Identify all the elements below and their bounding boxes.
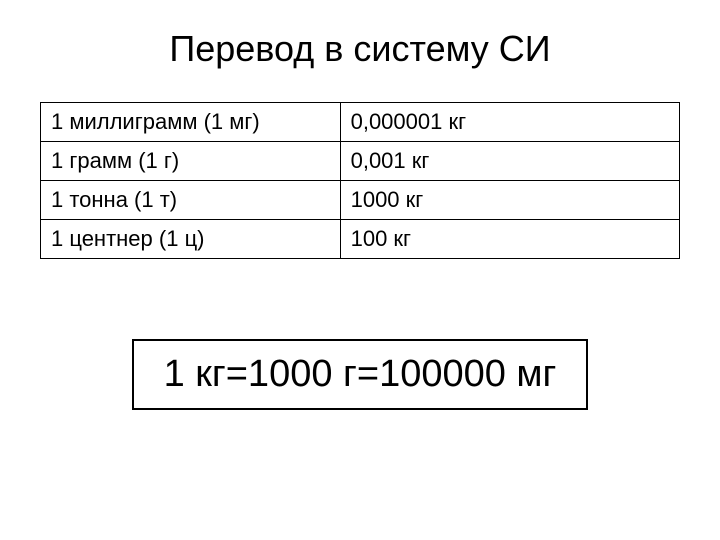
equation-box: 1 кг=1000 г=100000 мг bbox=[132, 339, 589, 410]
value-cell: 100 кг bbox=[340, 220, 679, 259]
equation-text: 1 кг=1000 г=100000 мг bbox=[164, 353, 557, 395]
unit-cell: 1 грамм (1 г) bbox=[41, 142, 341, 181]
table-body: 1 миллиграмм (1 мг) 0,000001 кг 1 грамм … bbox=[41, 103, 680, 259]
slide-container: Перевод в систему СИ 1 миллиграмм (1 мг)… bbox=[0, 0, 720, 540]
table-row: 1 тонна (1 т) 1000 кг bbox=[41, 181, 680, 220]
conversion-table: 1 миллиграмм (1 мг) 0,000001 кг 1 грамм … bbox=[40, 102, 680, 259]
table-row: 1 центнер (1 ц) 100 кг bbox=[41, 220, 680, 259]
table-row: 1 грамм (1 г) 0,001 кг bbox=[41, 142, 680, 181]
value-cell: 0,001 кг bbox=[340, 142, 679, 181]
table-row: 1 миллиграмм (1 мг) 0,000001 кг bbox=[41, 103, 680, 142]
unit-cell: 1 миллиграмм (1 мг) bbox=[41, 103, 341, 142]
unit-cell: 1 центнер (1 ц) bbox=[41, 220, 341, 259]
value-cell: 0,000001 кг bbox=[340, 103, 679, 142]
page-title: Перевод в систему СИ bbox=[169, 28, 550, 70]
value-cell: 1000 кг bbox=[340, 181, 679, 220]
unit-cell: 1 тонна (1 т) bbox=[41, 181, 341, 220]
